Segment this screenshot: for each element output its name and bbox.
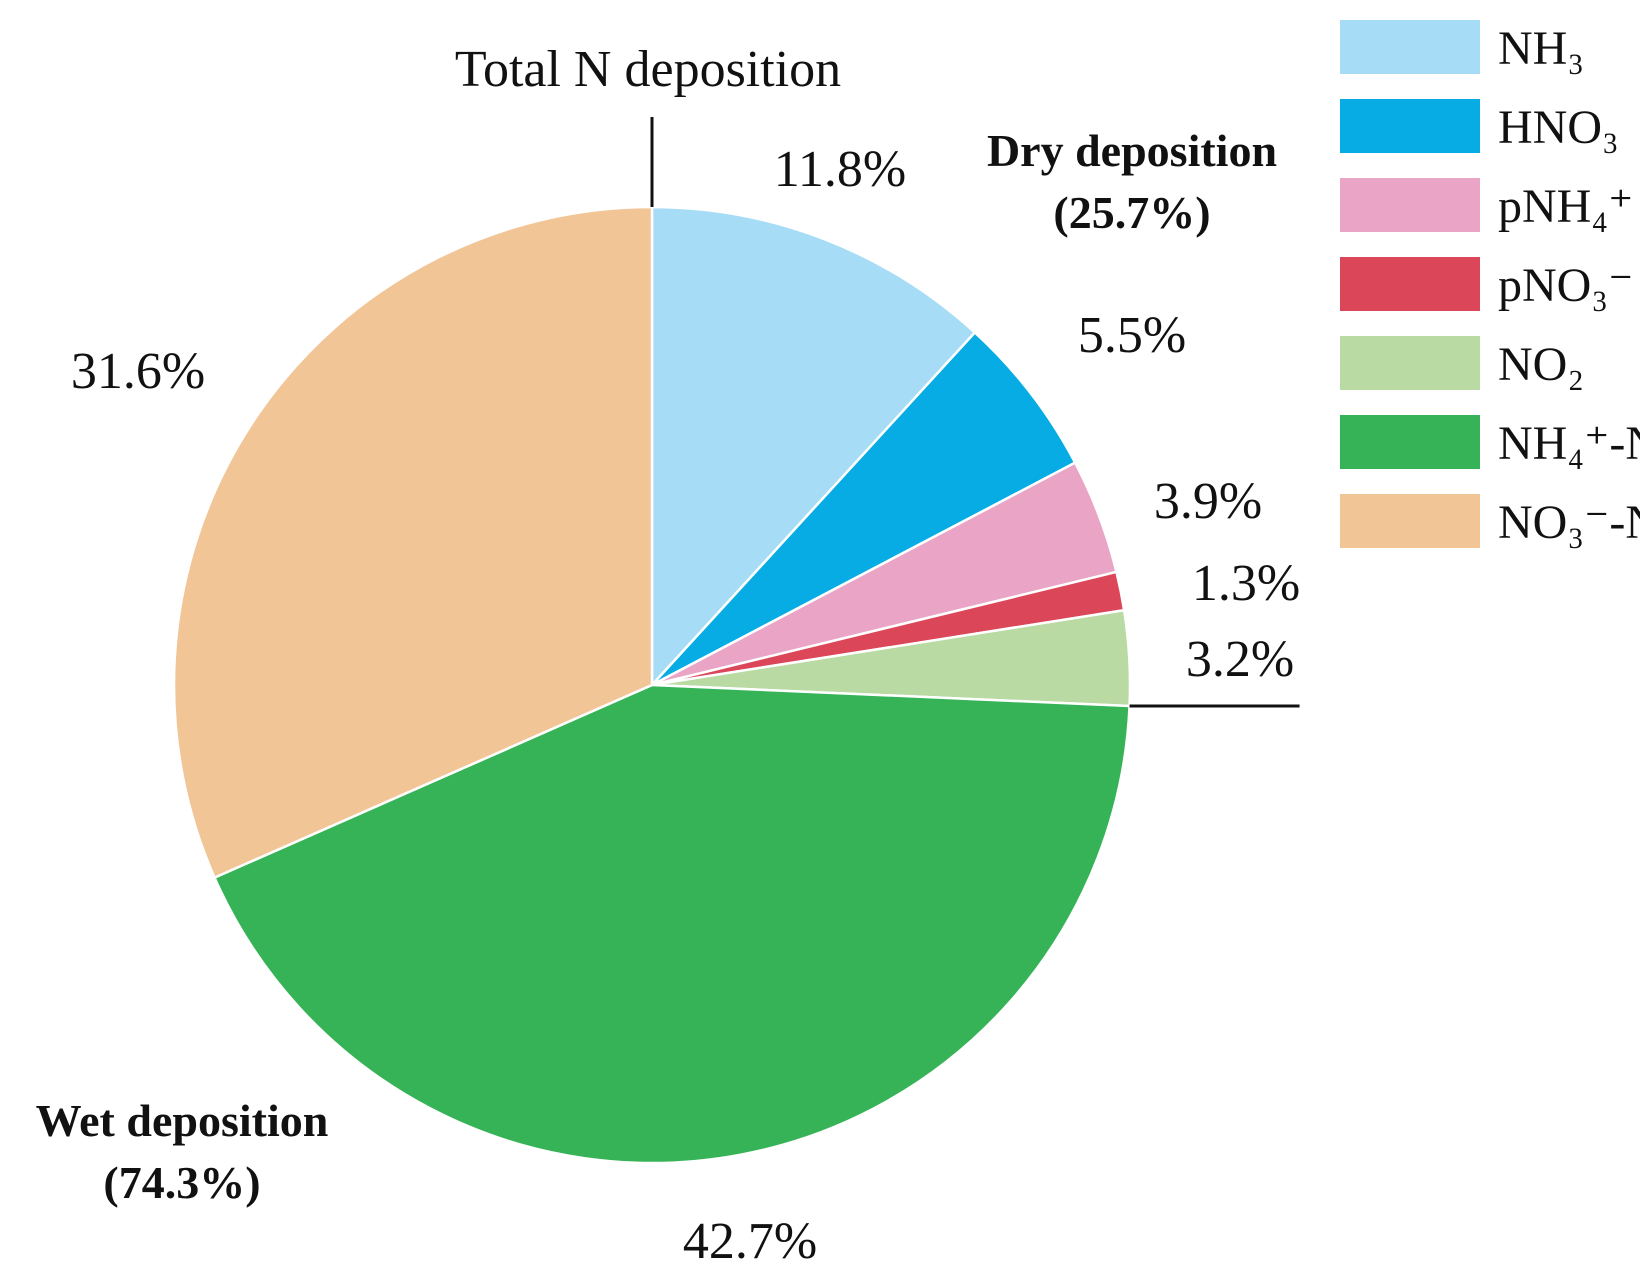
slice-value-label: 11.8%: [774, 141, 906, 198]
legend-swatch: [1340, 336, 1480, 390]
pie-slice-hno3: [651, 330, 1077, 687]
pie-slice-no3-n: [172, 205, 654, 880]
group-divider-lines: [650, 117, 1300, 708]
pie-slice-nh4-n: [212, 683, 1131, 1165]
pie-slice-nh3: [650, 205, 977, 689]
legend-swatch: [1340, 99, 1480, 153]
slice-value-label: 1.3%: [1192, 555, 1300, 612]
wet-deposition-label: Wet deposition: [36, 1095, 329, 1146]
legend-label: pNH₄⁺: [1498, 180, 1633, 233]
legend-label: NH₄⁺-N: [1498, 417, 1640, 470]
legend-swatch: [1340, 20, 1480, 74]
slice-value-label: 31.6%: [71, 343, 205, 400]
legend-swatch: [1340, 494, 1480, 548]
legend-swatch: [1340, 257, 1480, 311]
legend-label: pNO₃⁻: [1498, 259, 1633, 312]
slice-value-labels: 11.8% 5.5% 3.9% 1.3% 3.2% 42.7% 31.6%: [71, 141, 1300, 1270]
legend-swatch: [1340, 178, 1480, 232]
dry-deposition-label: Dry deposition: [987, 125, 1277, 176]
slice-value-label: 3.2%: [1186, 631, 1294, 688]
legend: NH₃ HNO₃ pNH₄⁺ pNO₃⁻ NO₂ NH₄⁺-N NO₃⁻-N: [1340, 20, 1640, 549]
legend-label: NO₃⁻-N: [1498, 496, 1640, 549]
slice-value-label: 5.5%: [1078, 307, 1186, 364]
dry-deposition-total: (25.7%): [1053, 187, 1210, 238]
pie-slices: [172, 205, 1132, 1165]
slice-value-label: 42.7%: [683, 1213, 817, 1270]
legend-swatch: [1340, 415, 1480, 469]
wet-deposition-total: (74.3%): [103, 1157, 260, 1208]
slice-value-label: 3.9%: [1154, 473, 1262, 530]
legend-label: NO₂: [1498, 338, 1584, 391]
legend-label: HNO₃: [1498, 101, 1619, 154]
legend-label: NH₃: [1498, 22, 1584, 75]
chart-title: Total N deposition: [455, 41, 841, 98]
